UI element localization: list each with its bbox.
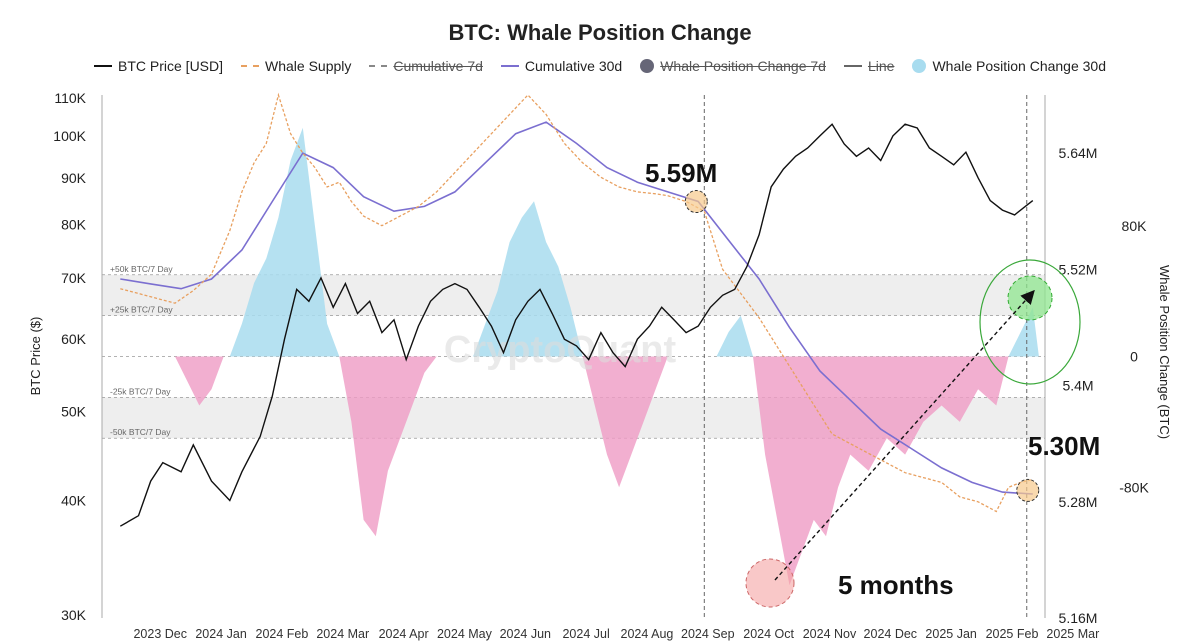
y-supply-tick-label: 5.52M bbox=[1059, 261, 1098, 277]
y-left-tick-label: 90K bbox=[61, 170, 87, 186]
y-supply-tick-label: 5.28M bbox=[1059, 494, 1098, 510]
whale-position-change-30d-negative-area bbox=[175, 356, 1009, 586]
legend-swatch bbox=[640, 59, 655, 73]
x-tick-label: 2024 Oct bbox=[743, 627, 794, 641]
x-tick-label: 2024 May bbox=[437, 627, 493, 641]
y-left-tick-label: 50K bbox=[61, 404, 87, 420]
annotation-5-months: 5 months bbox=[838, 570, 954, 600]
y-left-axis-label: BTC Price ($) bbox=[28, 317, 43, 396]
annotation-530m-marker bbox=[1016, 478, 1040, 502]
x-tick-label: 2024 Feb bbox=[256, 627, 309, 641]
y-right-tick-label: -80K bbox=[1119, 479, 1149, 495]
band-label: -25k BTC/7 Day bbox=[110, 386, 171, 396]
band-label: +50k BTC/7 Day bbox=[110, 264, 173, 274]
x-tick-label: 2025 Mar bbox=[1046, 627, 1099, 641]
annotation-530m: 5.30M bbox=[1028, 431, 1100, 461]
legend-label: Whale Position Change 30d bbox=[932, 58, 1106, 74]
y-right-axis-label: Whale Position Change (BTC) bbox=[1157, 265, 1172, 439]
annotation-559m: 5.59M bbox=[645, 158, 717, 188]
x-tick-label: 2024 Jan bbox=[195, 627, 246, 641]
y-left-tick-label: 30K bbox=[61, 607, 87, 623]
legend-item[interactable]: Whale Supply bbox=[241, 58, 351, 74]
x-tick-label: 2023 Dec bbox=[133, 627, 187, 641]
legend-item[interactable]: Whale Position Change 7d bbox=[640, 58, 826, 74]
y-left-tick-label: 70K bbox=[61, 270, 87, 286]
x-tick-label: 2024 Nov bbox=[803, 627, 857, 641]
legend-swatch bbox=[369, 65, 388, 67]
x-tick-label: 2024 Jun bbox=[500, 627, 551, 641]
y-left-tick-label: 100K bbox=[53, 128, 86, 144]
x-tick-label: 2025 Jan bbox=[925, 627, 976, 641]
legend-item[interactable]: Cumulative 7d bbox=[369, 58, 483, 74]
legend-swatch bbox=[843, 65, 862, 67]
btc-price-line bbox=[119, 123, 1034, 527]
annotation-559m-marker bbox=[684, 190, 708, 214]
band-label: +25k BTC/7 Day bbox=[110, 305, 173, 315]
y-supply-tick-label: 5.4M bbox=[1062, 378, 1093, 394]
x-tick-label: 2025 Feb bbox=[986, 627, 1039, 641]
y-supply-tick-label: 5.64M bbox=[1059, 145, 1098, 161]
band-positive bbox=[102, 274, 1045, 316]
legend-item[interactable]: BTC Price [USD] bbox=[94, 58, 223, 74]
legend: BTC Price [USD] Whale Supply Cumulative 7d… bbox=[0, 58, 1200, 74]
y-left-tick-label: 110K bbox=[54, 90, 86, 106]
legend-swatch bbox=[241, 65, 260, 67]
watermark: CryptoQuant bbox=[444, 329, 677, 371]
y-supply-tick-label: 5.16M bbox=[1059, 610, 1098, 626]
y-right-tick-label: 80K bbox=[1122, 218, 1148, 234]
legend-label: Cumulative 30d bbox=[524, 58, 623, 74]
whale-position-change-30d-area bbox=[229, 127, 1039, 357]
trough-marker bbox=[745, 558, 795, 608]
y-left-tick-label: 60K bbox=[61, 331, 87, 347]
legend-label: Cumulative 7d bbox=[393, 58, 483, 74]
trend-arrow bbox=[774, 289, 1035, 581]
legend-label: Whale Supply bbox=[265, 58, 352, 74]
legend-swatch bbox=[500, 65, 519, 67]
legend-label: Whale Position Change 7d bbox=[660, 58, 826, 74]
y-right-tick-label: 0 bbox=[1130, 349, 1138, 365]
legend-item[interactable]: Line bbox=[843, 58, 895, 74]
whale-supply-line bbox=[120, 92, 1033, 513]
legend-swatch bbox=[912, 59, 927, 73]
legend-item[interactable]: Cumulative 30d bbox=[500, 58, 623, 74]
x-tick-label: 2024 Aug bbox=[621, 627, 674, 641]
x-tick-label: 2024 Jul bbox=[562, 627, 609, 641]
x-tick-label: 2024 Mar bbox=[316, 627, 369, 641]
y-left-tick-label: 40K bbox=[61, 493, 87, 509]
x-tick-label: 2024 Sep bbox=[681, 627, 735, 641]
cumulative-30d-line bbox=[120, 121, 1033, 495]
x-tick-label: 2024 Dec bbox=[864, 627, 918, 641]
x-tick-label: 2024 Apr bbox=[379, 627, 429, 641]
legend-swatch bbox=[94, 65, 112, 67]
legend-item[interactable]: Whale Position Change 30d bbox=[912, 58, 1106, 74]
legend-label: BTC Price [USD] bbox=[118, 58, 224, 74]
chart-title: BTC: Whale Position Change bbox=[448, 20, 752, 45]
recovery-highlight-ellipse bbox=[979, 259, 1081, 385]
legend-label: Line bbox=[867, 58, 895, 74]
y-left-tick-label: 80K bbox=[61, 217, 87, 233]
band-label: -50k BTC/7 Day bbox=[110, 427, 171, 437]
